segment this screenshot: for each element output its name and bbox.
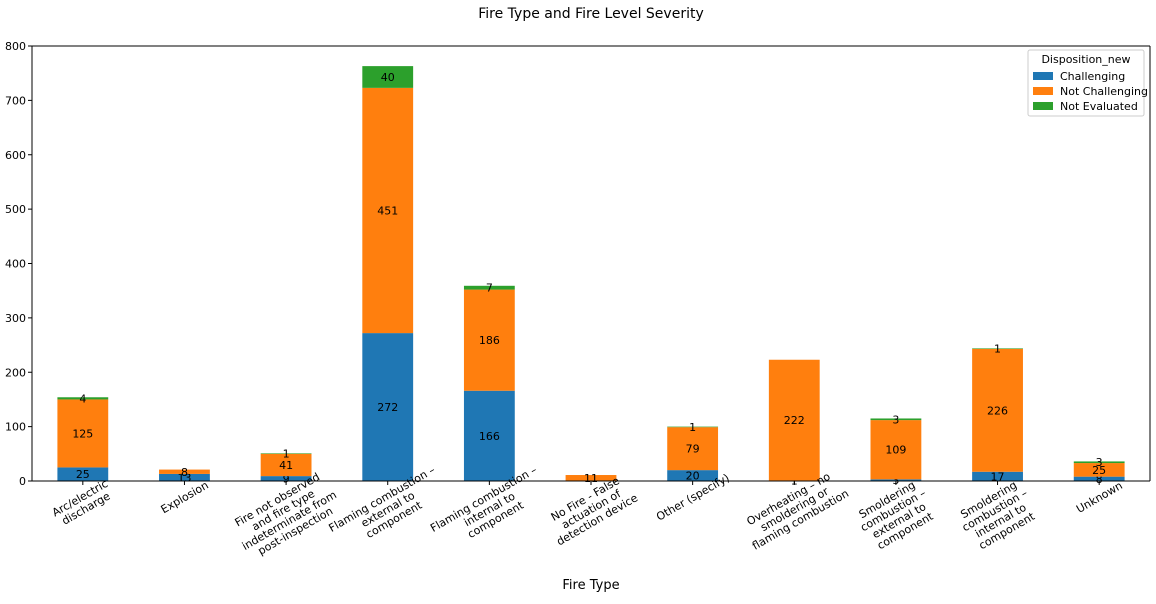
bar-segment (362, 66, 414, 88)
y-tick-label: 100 (5, 421, 26, 434)
data-label: 79 (686, 443, 700, 456)
y-tick-label: 600 (5, 149, 26, 162)
bar-segment (972, 348, 1023, 472)
data-label: 17 (991, 470, 1005, 483)
y-axis: 0 100 200 300 400 500 600 700 800 (5, 40, 33, 488)
y-tick-label: 800 (5, 40, 26, 53)
y-tick-label: 700 (5, 94, 26, 107)
y-tick-label: 300 (5, 312, 26, 325)
legend-swatch (1033, 72, 1053, 80)
bar-segment (972, 348, 1023, 349)
bar-segment (870, 479, 922, 481)
chart-title: Fire Type and Fire Level Severity (478, 6, 704, 22)
bar-segment (260, 476, 312, 481)
bar-segment (768, 359, 820, 481)
data-label: 1 (283, 448, 290, 461)
bar-segment (972, 471, 1023, 481)
data-label: 3 (1096, 456, 1103, 469)
plot-area: 2512541389411272451401661867112079112223… (32, 45, 1151, 488)
bar-segment (159, 469, 210, 474)
data-label: 125 (72, 427, 93, 440)
y-tick-label: 0 (19, 475, 26, 488)
data-label: 3 (892, 413, 899, 426)
legend-label: Challenging (1060, 70, 1125, 83)
y-tick-label: 200 (5, 366, 26, 379)
data-label: 226 (987, 404, 1008, 417)
y-tick-label: 400 (5, 258, 26, 271)
bar-segment (1073, 461, 1125, 464)
bar-segment (667, 470, 719, 481)
bar-segment (870, 420, 922, 480)
data-label: 166 (479, 430, 500, 443)
bar-segment (870, 418, 922, 421)
bar-segment (1073, 476, 1125, 481)
bar-segment (463, 285, 515, 290)
x-tick-label: Smolderingcombustion –internal tocompone… (954, 476, 1042, 555)
data-label: 41 (279, 459, 293, 472)
bar-segment (260, 453, 312, 454)
data-label: 25 (76, 468, 90, 481)
legend-swatch (1033, 87, 1053, 95)
data-label: 7 (486, 282, 493, 295)
bar-segment (57, 397, 109, 400)
data-label: 9 (283, 473, 290, 486)
x-tick-label: Smolderingcombustion –external tocompone… (852, 476, 940, 555)
bar-segment (159, 473, 210, 481)
data-label: 11 (584, 472, 598, 485)
x-axis-title: Fire Type (562, 578, 619, 593)
data-label: 8 (181, 466, 188, 479)
y-tick-label: 500 (5, 203, 26, 216)
data-label: 272 (377, 401, 398, 414)
data-label: 20 (686, 470, 700, 483)
bar-segment (463, 390, 515, 481)
bar-segment (463, 289, 515, 391)
data-label: 451 (377, 204, 398, 217)
data-label: 8 (1096, 473, 1103, 486)
data-label: 40 (381, 71, 395, 84)
data-label: 25 (1092, 464, 1106, 477)
data-label: 4 (79, 392, 86, 405)
bar-segment (565, 475, 617, 481)
legend: Disposition_new Challenging Not Challengin… (1027, 49, 1148, 117)
data-label: 222 (784, 414, 805, 427)
legend-label: Not Evaluated (1060, 100, 1138, 113)
data-label: 109 (885, 444, 906, 457)
legend-label: Not Challenging (1060, 85, 1148, 98)
bar-segment (260, 453, 312, 477)
legend-box (1027, 49, 1145, 117)
bar-segment (362, 333, 414, 481)
bar-segment (57, 399, 109, 468)
bar-segment (1073, 463, 1125, 477)
legend-title: Disposition_new (1041, 53, 1130, 66)
data-label: 1 (689, 421, 696, 434)
bar-segment (57, 467, 109, 481)
data-label: 1 (994, 343, 1001, 356)
data-label: 186 (479, 334, 500, 347)
bar-segment (667, 427, 719, 471)
bar-segment (667, 426, 719, 428)
bar-segment (362, 87, 414, 334)
legend-swatch (1033, 102, 1053, 110)
